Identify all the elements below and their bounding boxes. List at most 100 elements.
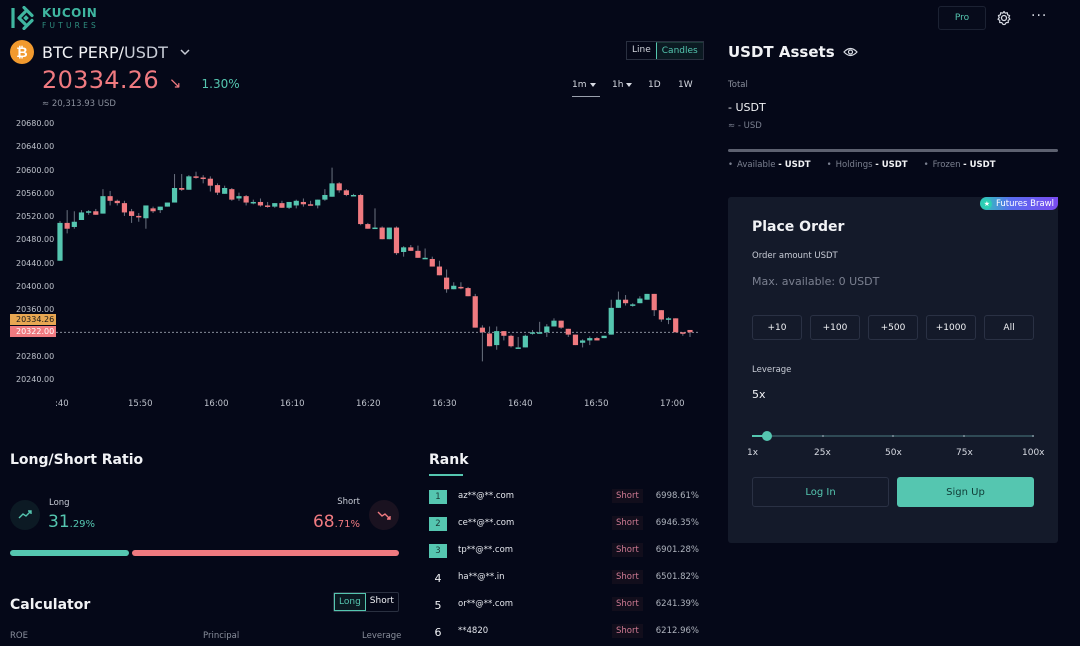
- rank-user: az**@**.com: [458, 491, 515, 501]
- rank-roe: 6946.35%: [655, 518, 699, 528]
- leverage-mark[interactable]: 1x: [747, 448, 759, 458]
- pair-selector[interactable]: ₿ BTC PERP/USDT: [10, 40, 190, 64]
- rank-row[interactable]: 5 or**@**.com Short 6241.39%: [429, 596, 699, 614]
- interval-1m-label: 1m: [572, 80, 587, 90]
- interval-1m[interactable]: 1m: [572, 78, 600, 97]
- rank-side: Short: [612, 489, 643, 503]
- chart-type-line[interactable]: Line: [632, 45, 651, 55]
- rank-side: Short: [612, 597, 643, 611]
- price-axis-label: 20440.00: [16, 258, 55, 268]
- chart-type-toggle: Line Candles: [626, 41, 704, 60]
- order-amount-input[interactable]: Max. available: 0 USDT: [752, 275, 880, 288]
- rank-number: 5: [434, 598, 442, 612]
- time-axis-label: 16:40: [508, 399, 533, 409]
- star-icon: ★: [981, 198, 992, 209]
- trend-down-icon: [369, 500, 399, 530]
- rank-side: Short: [612, 516, 643, 530]
- leverage-slider-handle[interactable]: [762, 431, 772, 441]
- pro-mode-button[interactable]: Pro: [938, 6, 986, 30]
- rank-roe: 6241.39%: [655, 599, 699, 609]
- rank-row[interactable]: 1 az**@**.com Short 6998.61%: [429, 488, 699, 506]
- assets-header: USDT Assets: [728, 43, 858, 61]
- candlestick-chart[interactable]: 20680.00 20640.00 20600.00 20560.00 20520.00…: [0, 112, 705, 417]
- interval-1w[interactable]: 1W: [678, 80, 693, 90]
- eye-icon[interactable]: [842, 47, 858, 57]
- rank-row[interactable]: 3 tp**@**.com Short 6901.28%: [429, 542, 699, 560]
- rank-row[interactable]: 6 **4820 Short 6212.96%: [429, 623, 699, 641]
- order-amount-label: Order amount USDT: [752, 251, 838, 261]
- quick-amount-buttons: +10 +100 +500 +1000 All: [752, 315, 1034, 340]
- gear-icon[interactable]: [996, 10, 1012, 26]
- more-horizontal-icon[interactable]: ···: [1031, 8, 1048, 24]
- leverage-value[interactable]: 5x: [752, 388, 766, 401]
- short-label: Short: [337, 497, 360, 507]
- pair-name: BTC PERP/USDT: [42, 43, 168, 62]
- rank-row[interactable]: 2 ce**@**.com Short 6946.35%: [429, 515, 699, 533]
- rank-user: ce**@**.com: [458, 518, 515, 528]
- interval-1h-label: 1h: [612, 80, 624, 90]
- rank-number: 6: [434, 625, 442, 639]
- price-usd-equivalent: ≈ 20,313.93 USD: [42, 99, 116, 109]
- rank-row[interactable]: 4 ha**@**.in Short 6501.82%: [429, 569, 699, 587]
- rank-user: tp**@**.com: [458, 545, 514, 555]
- quick-amount-10[interactable]: +10: [752, 315, 802, 340]
- time-axis-label: 15:50: [128, 399, 153, 409]
- slider-tick: [892, 435, 894, 437]
- quick-amount-1000[interactable]: +1000: [926, 315, 976, 340]
- kucoin-futures-logo[interactable]: KUCOIN FUTURES: [10, 6, 99, 30]
- legend-frozen: • Frozen - USDT: [923, 160, 996, 170]
- caret-down-icon: [589, 82, 596, 87]
- pair-quote: USDT: [123, 42, 168, 62]
- chart-canvas[interactable]: [0, 112, 705, 417]
- leverage-mark[interactable]: 25x: [814, 448, 831, 458]
- slider-tick: [1032, 435, 1034, 437]
- time-axis-label: 16:50: [584, 399, 609, 409]
- futures-brawl-badge[interactable]: ★ Futures Brawl: [979, 197, 1058, 210]
- rank-side: Short: [612, 624, 643, 638]
- rank-roe: 6998.61%: [655, 491, 699, 501]
- sign-up-button[interactable]: Sign Up: [897, 477, 1034, 507]
- rank-user: **4820: [458, 626, 489, 636]
- leverage-mark[interactable]: 50x: [885, 448, 902, 458]
- chevron-down-icon[interactable]: [180, 48, 190, 56]
- price-axis-label: 20400.00: [16, 281, 55, 291]
- log-in-button[interactable]: Log In: [752, 477, 889, 507]
- total-value: - USDT: [728, 101, 766, 114]
- price-down-arrow-icon: ↘: [168, 74, 182, 92]
- futures-brawl-label: Futures Brawl: [995, 198, 1054, 209]
- assets-distribution-bar: [728, 149, 1058, 152]
- price-axis-label: 20560.00: [16, 188, 55, 198]
- calculator-short-tab[interactable]: Short: [369, 596, 394, 606]
- pair-base: BTC PERP/: [42, 42, 124, 62]
- place-order-title: Place Order: [752, 219, 845, 235]
- price-axis-label: 20640.00: [16, 142, 55, 152]
- leverage-slider[interactable]: [752, 431, 1034, 441]
- legend-holdings: • Holdings - USDT: [826, 160, 908, 170]
- calculator-long-tab[interactable]: Long: [334, 593, 366, 611]
- quick-amount-all[interactable]: All: [984, 315, 1034, 340]
- rank-user: or**@**.com: [458, 599, 514, 609]
- interval-1h[interactable]: 1h: [612, 78, 642, 97]
- caret-down-icon: [626, 82, 633, 87]
- leverage-mark[interactable]: 100x: [1022, 448, 1045, 458]
- quick-amount-500[interactable]: +500: [868, 315, 918, 340]
- calculator-side-toggle: Long Short: [333, 592, 399, 612]
- price-row: 20334.26 ↘ 1.30%: [42, 66, 240, 94]
- rank-user: ha**@**.in: [458, 572, 505, 582]
- rank-side: Short: [612, 543, 643, 557]
- interval-tabs: 1m 1h 1D 1W: [572, 78, 693, 97]
- calc-col-principal: Principal: [203, 631, 240, 641]
- slider-tick: [822, 435, 824, 437]
- quick-amount-100[interactable]: +100: [810, 315, 860, 340]
- leverage-label: Leverage: [752, 365, 792, 375]
- chart-type-candles[interactable]: Candles: [655, 42, 703, 59]
- short-ratio-bar: [132, 550, 399, 556]
- interval-1d[interactable]: 1D: [648, 80, 661, 90]
- last-price-tag: 20334.26: [10, 314, 56, 325]
- calculator-title: Calculator: [10, 597, 91, 613]
- long-label: Long: [49, 498, 70, 508]
- leverage-mark[interactable]: 75x: [956, 448, 973, 458]
- price-axis-label: 20360.00: [16, 305, 55, 315]
- price-axis-label: 20480.00: [16, 235, 55, 245]
